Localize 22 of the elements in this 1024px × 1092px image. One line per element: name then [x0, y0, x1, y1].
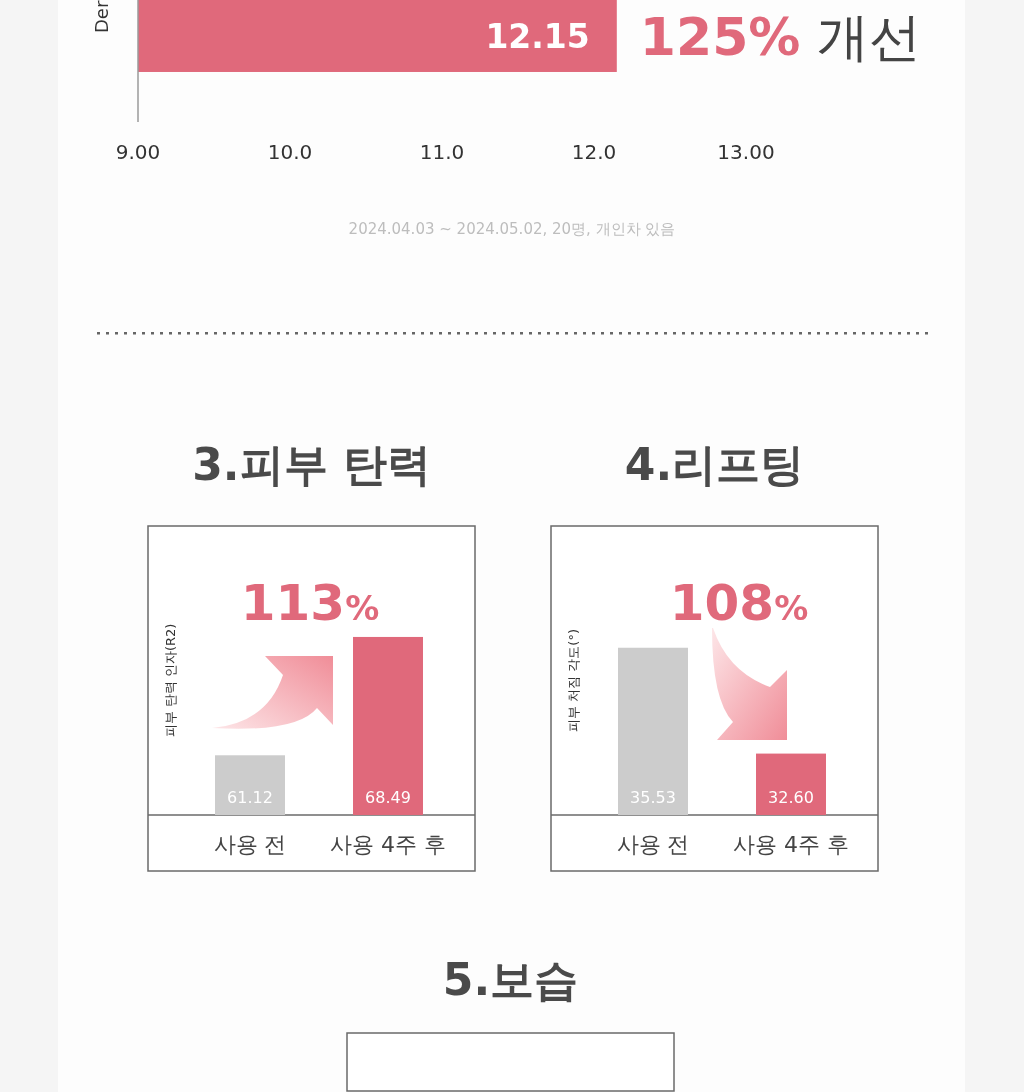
- data-label: 12.15: [485, 16, 590, 56]
- chart-title: 4.리프팅: [624, 439, 805, 490]
- text: 5.보습: [442, 954, 579, 1005]
- data-label: 32.60: [768, 788, 814, 807]
- text: 2024.04.03 ~ 2024.05.02, 20명, 개인차 있음: [348, 220, 676, 238]
- annotation: 108%: [669, 574, 809, 632]
- x-tick-label: 사용 4주 후: [330, 832, 446, 857]
- chart-title: 3.피부 탄력: [192, 439, 431, 490]
- y-axis-title: 피부 탄력 인자(R2): [163, 623, 178, 738]
- y-axis-title: Der: [91, 0, 112, 33]
- x-tick-label: 사용 4주 후: [733, 832, 849, 857]
- x-tick-label: 12.0: [571, 140, 617, 164]
- x-tick-label: 11.0: [419, 140, 465, 164]
- annotation: 125% 개선: [639, 6, 921, 67]
- x-tick-label: 10.0: [267, 140, 313, 164]
- x-tick-label: 사용 전: [213, 832, 287, 857]
- x-tick-label: 9.00: [115, 140, 161, 164]
- y-axis-title: 피부 처짐 각도(°): [566, 629, 581, 732]
- data-label: 68.49: [365, 788, 411, 807]
- x-tick-label: 사용 전: [616, 832, 690, 857]
- annotation: 113%: [240, 574, 380, 632]
- x-tick-label: 13.00: [717, 140, 775, 164]
